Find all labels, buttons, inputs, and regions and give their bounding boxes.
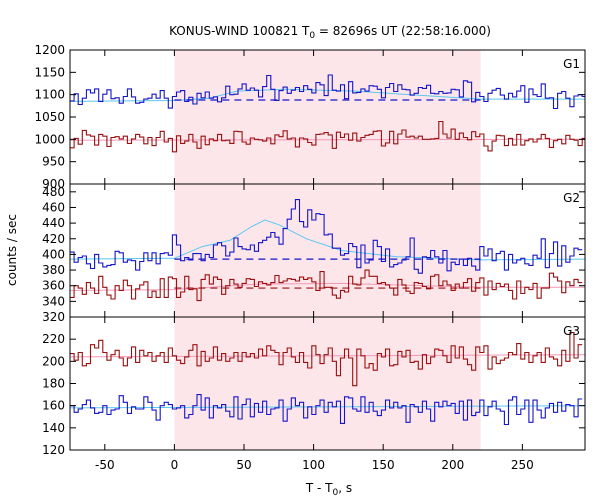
x-axis-label: T - T0, s bbox=[305, 481, 352, 498]
y-tick-label: 140 bbox=[42, 421, 65, 435]
panel-g2 bbox=[70, 199, 585, 302]
y-tick-label: 1200 bbox=[34, 43, 65, 57]
y-tick-label: 1150 bbox=[34, 65, 65, 79]
fit-line-2 bbox=[70, 282, 585, 291]
x-axis-label-rest: , s bbox=[338, 481, 352, 495]
step-series-blue bbox=[70, 74, 585, 110]
fit-line-1 bbox=[70, 219, 585, 261]
y-tick-label: 950 bbox=[42, 155, 65, 169]
y-tick-label: 420 bbox=[42, 232, 65, 246]
y-tick-label: 200 bbox=[42, 354, 65, 368]
panel-label: G2 bbox=[563, 191, 580, 205]
step-series-red bbox=[70, 331, 583, 387]
panel-g3 bbox=[70, 331, 585, 426]
fit-line-2 bbox=[70, 405, 585, 409]
x-tick-label: 200 bbox=[441, 458, 464, 472]
fit-line-1 bbox=[70, 88, 585, 102]
y-tick-label: 160 bbox=[42, 399, 65, 413]
x-tick-label: 100 bbox=[302, 458, 325, 472]
x-tick-label: 150 bbox=[372, 458, 395, 472]
chart-title-main: KONUS-WIND 100821 T bbox=[169, 24, 310, 38]
y-tick-label: 460 bbox=[42, 200, 65, 214]
step-series-blue bbox=[70, 199, 583, 274]
y-tick-label: 900 bbox=[42, 177, 65, 191]
y-tick-label: 180 bbox=[42, 377, 65, 391]
x-tick-label: 50 bbox=[236, 458, 251, 472]
chart-title: KONUS-WIND 100821 T0 = 82696s UT (22:58:… bbox=[169, 24, 491, 41]
y-tick-label: 480 bbox=[42, 185, 65, 199]
panel-label: G1 bbox=[563, 57, 580, 71]
step-series-red bbox=[70, 269, 583, 302]
panel-plot-area bbox=[70, 331, 585, 426]
y-axis-label: counts / sec bbox=[5, 214, 19, 286]
panel-plot-area bbox=[70, 199, 585, 302]
x-axis-label-main: T - T bbox=[305, 481, 333, 495]
y-tick-label: 340 bbox=[42, 294, 65, 308]
chart-title-subscript: 0 bbox=[309, 31, 315, 41]
chart-title-rest: = 82696s UT (22:58:16.000) bbox=[315, 24, 491, 38]
y-tick-label: 380 bbox=[42, 263, 65, 277]
panel-g1 bbox=[70, 74, 585, 153]
y-tick-label: 120 bbox=[42, 443, 65, 457]
x-tick-label: -50 bbox=[95, 458, 115, 472]
step-series-red bbox=[70, 120, 585, 153]
panel-plot-area bbox=[70, 74, 585, 153]
step-series-blue bbox=[70, 394, 583, 426]
y-tick-label: 360 bbox=[42, 279, 65, 293]
chart-panels bbox=[70, 74, 585, 426]
y-tick-label: 1050 bbox=[34, 110, 65, 124]
fit-line-2 bbox=[70, 138, 585, 141]
y-tick-label: 440 bbox=[42, 216, 65, 230]
panel-label: G3 bbox=[563, 324, 580, 338]
chart-frames bbox=[69, 49, 586, 451]
y-tick-label: 400 bbox=[42, 247, 65, 261]
chart-text: KONUS-WIND 100821 T0 = 82696s UT (22:58:… bbox=[5, 24, 580, 498]
x-tick-label: 0 bbox=[171, 458, 179, 472]
x-tick-label: 250 bbox=[511, 458, 534, 472]
x-axis-label-subscript: 0 bbox=[333, 488, 339, 498]
y-tick-label: 1100 bbox=[34, 88, 65, 102]
y-tick-label: 220 bbox=[42, 332, 65, 346]
y-tick-label: 320 bbox=[42, 310, 65, 324]
y-tick-label: 1000 bbox=[34, 132, 65, 146]
